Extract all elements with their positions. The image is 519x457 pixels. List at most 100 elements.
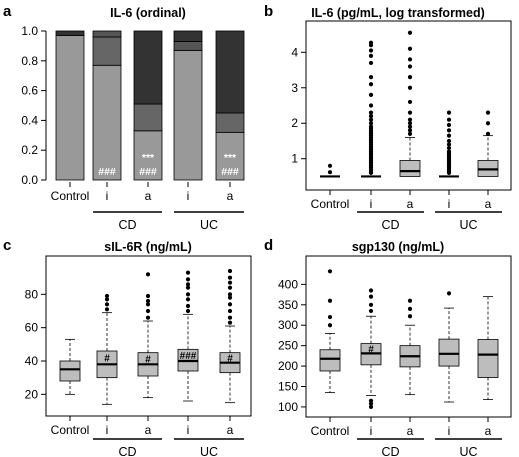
y-tick-label: 1 [291, 152, 298, 166]
box [59, 360, 81, 382]
panel-label: a [3, 3, 12, 20]
y-tick-label: 0.0 [21, 173, 38, 187]
x-tick-label: a [485, 424, 492, 438]
outlier-point [185, 297, 191, 302]
significance-mark: ### [98, 166, 116, 178]
bar-segment [215, 112, 245, 133]
outlier-point [368, 288, 374, 293]
x-tick-label: i [187, 423, 190, 437]
outlier-point [485, 131, 491, 136]
outlier-point [485, 121, 491, 126]
y-tick-label: 350 [278, 298, 298, 312]
outlier-point [185, 277, 191, 282]
outlier-point [227, 268, 233, 274]
outlier-point [368, 404, 374, 410]
outlier-point [368, 103, 374, 108]
outlier-point [145, 315, 151, 320]
outlier-point [446, 133, 452, 138]
outlier-point [446, 128, 452, 133]
outlier-point [368, 110, 374, 115]
outlier-point [368, 124, 374, 129]
panel-label: c [3, 237, 11, 254]
outlier-point [407, 124, 413, 129]
outlier-point [327, 298, 333, 303]
outlier-point [145, 272, 151, 277]
outlier-point [327, 323, 333, 328]
x-tick-label: a [145, 189, 152, 203]
group-label: UC [459, 445, 477, 457]
y-tick-label: 60 [25, 321, 39, 335]
outlier-point [446, 117, 452, 122]
significance-mark: *** [142, 152, 155, 164]
outlier-point [368, 75, 374, 80]
outlier-point [368, 398, 374, 403]
outlier-point [145, 293, 151, 299]
y-tick-label: 20 [25, 387, 39, 401]
outlier-point [104, 302, 110, 307]
outlier-point [185, 292, 191, 297]
y-tick-label: 200 [278, 359, 298, 373]
x-tick-label: Control [51, 189, 90, 203]
group-label: CD [118, 445, 136, 457]
x-tick-label: Control [311, 424, 350, 438]
outlier-point [227, 295, 233, 300]
outlier-point [368, 92, 374, 97]
x-tick-label: i [370, 424, 373, 438]
outlier-point [368, 60, 374, 66]
outlier-point [446, 291, 452, 296]
significance-mark: # [104, 354, 110, 365]
outlier-point [227, 280, 233, 285]
outlier-point [407, 110, 413, 115]
outlier-point [145, 302, 151, 307]
significance-mark: ### [221, 166, 239, 178]
outlier-point [227, 292, 233, 297]
significance-mark: # [368, 345, 374, 356]
bar-segment [173, 49, 203, 181]
outlier-point [368, 82, 374, 87]
outlier-point [327, 170, 333, 175]
x-tick-label: i [370, 197, 373, 211]
outlier-point [368, 40, 374, 45]
panel-title: sIL-6R (ng/mL) [104, 240, 192, 254]
outlier-point [407, 131, 413, 136]
panel-label: b [264, 3, 273, 20]
x-tick-label: i [106, 423, 109, 437]
group-label: CD [118, 218, 136, 232]
panel-title: sgp130 (ng/mL) [352, 240, 444, 254]
outlier-point [368, 308, 374, 314]
outlier-point [145, 298, 151, 304]
outlier-point [407, 117, 413, 122]
significance-mark: # [227, 354, 233, 365]
y-tick-label: 300 [278, 318, 298, 332]
outlier-point [368, 114, 374, 119]
outlier-point [227, 275, 233, 280]
y-tick-label: 3 [291, 81, 298, 95]
outlier-point [145, 308, 151, 314]
outlier-point [104, 307, 110, 312]
y-tick-label: 4 [291, 45, 298, 59]
y-tick-label: 1.0 [21, 24, 38, 38]
bar-segment [215, 30, 245, 114]
group-label: CD [381, 445, 399, 457]
outlier-point [485, 110, 491, 115]
group-label: CD [381, 218, 399, 232]
x-tick-label: i [448, 424, 451, 438]
outlier-point [407, 46, 413, 51]
significance-mark: # [145, 355, 151, 366]
panel-title: IL-6 (pg/mL, log transformed) [311, 6, 485, 20]
outlier-point [368, 302, 374, 307]
outlier-point [407, 57, 413, 62]
outlier-point [368, 294, 374, 299]
outlier-point [104, 297, 110, 302]
x-tick-label: a [407, 424, 414, 438]
y-tick-label: 0.8 [21, 54, 38, 68]
plot-frame [305, 255, 512, 418]
significance-mark: ### [180, 351, 197, 362]
significance-mark: ### [139, 166, 157, 178]
outlier-point [185, 285, 191, 290]
outlier-point [185, 308, 191, 314]
x-tick-label: i [187, 189, 190, 203]
box [438, 338, 460, 367]
plot-frame [45, 255, 252, 417]
